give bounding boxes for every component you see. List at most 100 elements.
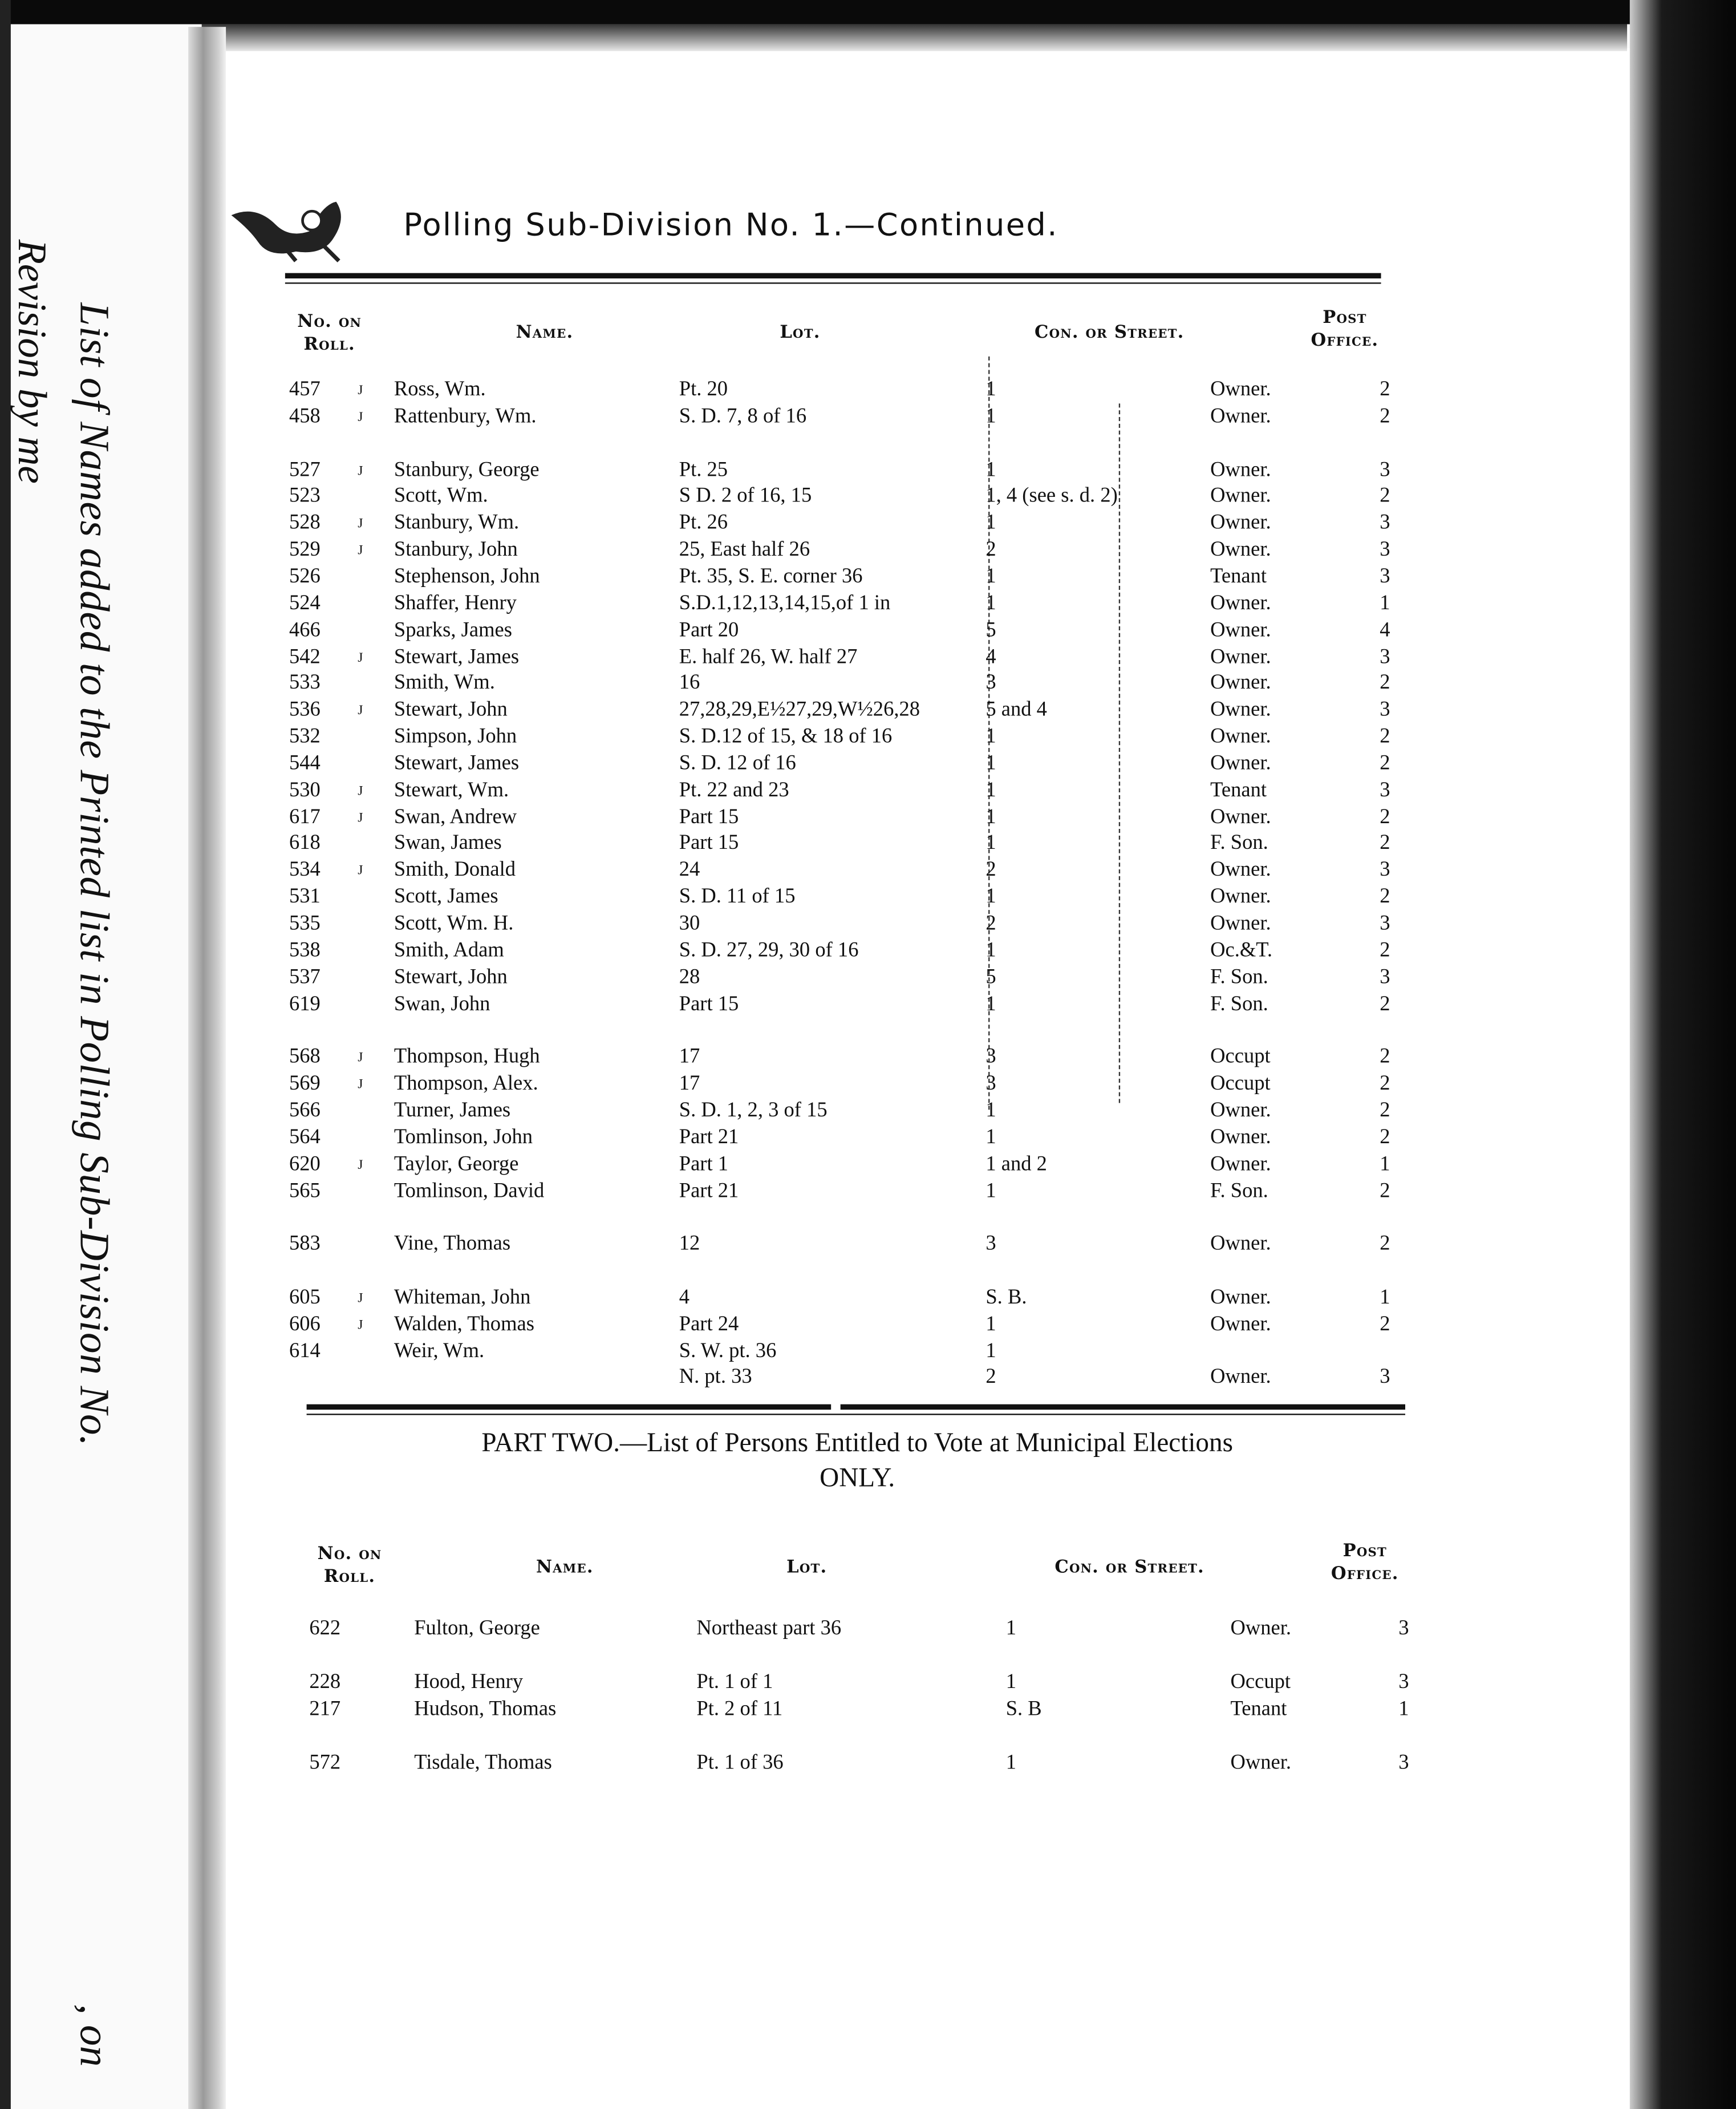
lot: S. W. pt. 36 xyxy=(679,1339,777,1362)
lot: S. D. 7, 8 of 16 xyxy=(679,404,807,428)
roll-number: 538 xyxy=(289,938,321,962)
post-office: 2 xyxy=(1380,1232,1390,1256)
voter-name: Whiteman, John xyxy=(394,1285,531,1309)
post-office: 2 xyxy=(1380,1045,1390,1068)
voter-name: Hood, Henry xyxy=(414,1670,524,1694)
concession: 1 xyxy=(985,591,996,615)
concession: 1 and 2 xyxy=(985,1152,1047,1175)
voter-name: Smith, Donald xyxy=(394,859,516,882)
lot: S. D. 12 of 16 xyxy=(679,751,796,775)
page-sheet xyxy=(222,48,1632,2109)
part-two-rule-thick xyxy=(840,1404,1406,1410)
voter-name: Smith, Wm. xyxy=(394,671,495,695)
col-header-name: Name. xyxy=(516,322,574,343)
juror-mark: J xyxy=(358,784,363,799)
roll-number: 527 xyxy=(289,458,321,481)
post-office: 2 xyxy=(1380,751,1390,775)
concession: 1 xyxy=(985,565,996,588)
post-office: 2 xyxy=(1380,1126,1390,1149)
status: Owner. xyxy=(1210,378,1271,401)
lot: Pt. 25 xyxy=(679,458,728,481)
col-header-no-line2: Roll. xyxy=(303,335,355,355)
concession: 3 xyxy=(985,671,996,695)
voter-name: Swan, John xyxy=(394,992,490,1015)
concession: 1, 4 (see s. d. 2) xyxy=(985,484,1118,508)
part-two-heading: PART TWO.—List of Persons Entitled to Vo… xyxy=(309,1426,1405,1496)
p2-col-header-con-or-street: Con. or Street. xyxy=(1054,1557,1204,1578)
concession: 1 xyxy=(985,1179,996,1202)
concession: 1 xyxy=(985,725,996,748)
concession: 1 xyxy=(985,1126,996,1149)
post-office: 4 xyxy=(1380,618,1390,641)
roll-number: 529 xyxy=(289,538,321,561)
voter-name: Weir, Wm. xyxy=(394,1339,485,1362)
post-office: 3 xyxy=(1380,538,1390,561)
concession: 2 xyxy=(985,859,996,882)
juror-mark: J xyxy=(358,1077,363,1092)
roll-number: 532 xyxy=(289,725,321,748)
concession: S. B. xyxy=(985,1285,1027,1309)
post-office: 3 xyxy=(1380,965,1390,989)
status: Owner. xyxy=(1210,805,1271,828)
roll-number: 535 xyxy=(289,912,321,935)
side-subtitle: Revision by me xyxy=(9,239,54,484)
voter-name: Stewart, John xyxy=(394,965,508,989)
status: Owner. xyxy=(1210,1126,1271,1149)
status: Owner. xyxy=(1210,484,1271,508)
post-office: 3 xyxy=(1380,698,1390,722)
scan-border-left xyxy=(0,0,11,2109)
voter-name: Tomlinson, John xyxy=(394,1126,533,1149)
lot: Part 15 xyxy=(679,992,739,1015)
voter-name: Tomlinson, David xyxy=(394,1179,545,1202)
lot: 27,28,29,E½27,29,W½26,28 xyxy=(679,698,920,722)
roll-number: 569 xyxy=(289,1072,321,1095)
concession: 1 xyxy=(985,1312,996,1335)
status: Owner. xyxy=(1210,1312,1271,1335)
lot: S. D. 27, 29, 30 of 16 xyxy=(679,938,859,962)
part-two-rule-thin xyxy=(306,1414,1406,1415)
lot: 17 xyxy=(679,1045,700,1068)
page-top-shadow xyxy=(201,24,1628,51)
p2-col-header-po-line1: Post xyxy=(1342,1541,1387,1562)
lot: Part 24 xyxy=(679,1312,739,1335)
roll-number: 457 xyxy=(289,378,321,401)
status: Owner. xyxy=(1210,1232,1271,1256)
status: Owner. xyxy=(1210,538,1271,561)
voter-name: Stanbury, George xyxy=(394,458,540,481)
roll-number: 565 xyxy=(289,1179,321,1202)
post-office: 3 xyxy=(1398,1670,1409,1694)
concession: 1 xyxy=(985,938,996,962)
lot: Pt. 20 xyxy=(679,378,728,401)
status: Owner. xyxy=(1210,1366,1271,1389)
lot: S. D.12 of 15, & 18 of 16 xyxy=(679,725,893,748)
post-office: 2 xyxy=(1380,671,1390,695)
roll-number: 572 xyxy=(309,1751,341,1775)
scan-border-right xyxy=(1629,0,1736,2109)
voter-name: Thompson, Hugh xyxy=(394,1045,540,1068)
lot: E. half 26, W. half 27 xyxy=(679,645,858,668)
lot: 24 xyxy=(679,859,700,882)
concession: 1 xyxy=(985,992,996,1015)
p2-col-header-name: Name. xyxy=(536,1557,594,1578)
voter-name: Scott, James xyxy=(394,885,498,908)
voter-name: Rattenbury, Wm. xyxy=(394,404,537,428)
roll-number: 536 xyxy=(289,698,321,722)
status: Owner. xyxy=(1210,725,1271,748)
col-header-po-line1: Post xyxy=(1323,307,1367,329)
post-office: 2 xyxy=(1380,725,1390,748)
concession: 1 xyxy=(985,404,996,428)
column-divider xyxy=(988,356,990,1110)
post-office: 3 xyxy=(1398,1751,1409,1775)
status: F. Son. xyxy=(1210,992,1268,1015)
post-office: 1 xyxy=(1398,1697,1409,1721)
status: Occupt xyxy=(1210,1045,1271,1068)
p2-col-header-no-line1: No. on xyxy=(317,1544,382,1565)
post-office: 3 xyxy=(1380,565,1390,588)
voter-name: Smith, Adam xyxy=(394,938,504,962)
status: Owner. xyxy=(1210,751,1271,775)
roll-number: 606 xyxy=(289,1312,321,1335)
post-office: 3 xyxy=(1380,1366,1390,1389)
lot: Pt. 1 of 36 xyxy=(696,1751,784,1775)
col-header-lot: Lot. xyxy=(780,322,821,343)
